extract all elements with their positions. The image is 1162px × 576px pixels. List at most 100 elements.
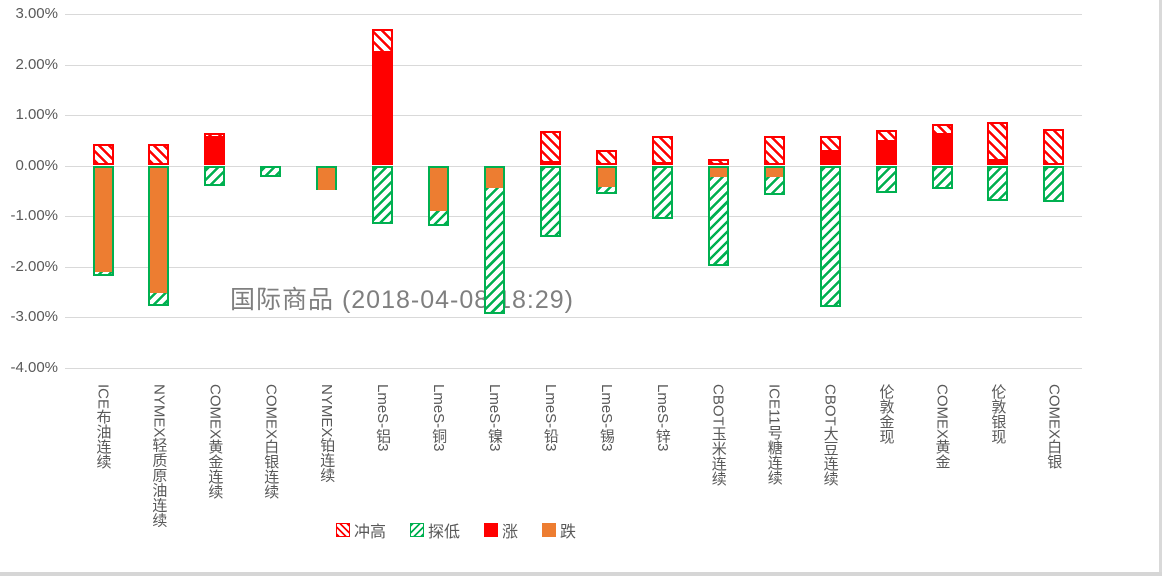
x-axis-category-label: CBOT大豆连续 — [821, 384, 839, 486]
x-axis-category-label: CBOT玉米连续 — [709, 384, 727, 486]
gridline — [65, 165, 1082, 167]
bar-probe-low — [875, 165, 897, 194]
legend-item: 涨 — [484, 518, 518, 542]
bar-rise — [652, 162, 672, 165]
bar-surge-high — [819, 135, 841, 166]
legend-item: 跌 — [542, 518, 576, 542]
gridline — [65, 216, 1082, 217]
legend-swatch-icon — [542, 523, 557, 537]
gridline — [65, 367, 1082, 369]
bar-probe-low — [707, 165, 729, 266]
legend-item: 冲高 — [336, 518, 386, 542]
bar-surge-high — [763, 136, 785, 166]
bar-surge-high — [1043, 128, 1065, 166]
x-axis-category-label: ICE11号糖连续 — [765, 384, 783, 485]
gridline — [65, 14, 1082, 15]
x-axis-category-label: ICE布油连续 — [94, 384, 112, 470]
y-axis-tick-label: 3.00% — [15, 5, 58, 22]
x-axis-category-label: LmeS-铜3 — [430, 384, 448, 452]
window-bottom-edge — [0, 572, 1162, 576]
bar-surge-high — [987, 121, 1009, 166]
bar-fall — [150, 167, 168, 294]
bar-probe-low — [372, 165, 394, 225]
legend-swatch-icon — [484, 523, 499, 537]
bar-probe-low — [595, 165, 617, 194]
bar-probe-low — [204, 165, 226, 187]
y-axis-tick-label: 2.00% — [15, 55, 58, 73]
y-axis-tick-label: -3.00% — [10, 308, 58, 325]
bar-probe-low — [92, 165, 114, 277]
bar-probe-low — [1043, 165, 1065, 203]
bar-fall — [597, 167, 615, 187]
bar-surge-high — [148, 144, 170, 166]
bar-rise — [373, 50, 393, 165]
bar-probe-low — [148, 165, 170, 307]
x-axis-category-label: 伦敦金现 — [877, 384, 895, 444]
bar-probe-low — [428, 165, 450, 227]
legend-label: 涨 — [502, 524, 519, 541]
bar-surge-high — [707, 158, 729, 166]
bar-surge-high — [875, 129, 897, 166]
bar-probe-low — [651, 165, 673, 219]
x-axis-category-label: COMEX黄金 — [933, 384, 951, 470]
bar-rise — [820, 150, 840, 165]
bar-surge-high — [204, 132, 226, 166]
bar-surge-high — [931, 124, 953, 166]
x-axis-category-label: LmeS-镍3 — [486, 384, 503, 452]
bar-surge-high — [651, 135, 673, 166]
bar-fall — [430, 167, 448, 211]
bar-surge-high — [595, 150, 617, 166]
bar-fall — [765, 167, 783, 178]
bar-fall — [709, 167, 727, 178]
y-axis-tick-label: 0.00% — [15, 156, 58, 174]
chart-title: 国际商品 (2018-04-08 18:29) — [230, 286, 574, 314]
bar-surge-high — [539, 130, 561, 166]
bar-rise — [540, 160, 560, 165]
legend-swatch-icon — [410, 523, 425, 537]
bar-fall — [486, 167, 503, 189]
bar-probe-low — [316, 165, 338, 190]
x-axis-category-label: COMEX白银连续 — [262, 384, 280, 500]
x-axis-category-label: LmeS-锌3 — [653, 384, 671, 452]
legend: 冲高 探低 涨 跌 — [336, 518, 576, 542]
y-axis-tick-label: -2.00% — [10, 257, 58, 275]
bar-probe-low — [931, 165, 953, 190]
legend-item: 探低 — [410, 518, 460, 542]
x-axis-category-label: COMEX黄金连续 — [206, 384, 224, 500]
x-axis-category-label: LmeS-锡3 — [597, 384, 615, 452]
bar-probe-low — [260, 165, 282, 178]
gridline — [65, 317, 1082, 318]
gridline — [65, 115, 1082, 116]
y-axis-tick-label: 1.00% — [15, 106, 58, 123]
bar-rise — [205, 136, 225, 165]
legend-swatch-icon — [336, 523, 350, 537]
legend-label: 跌 — [560, 524, 577, 541]
x-axis-category-label: LmeS-铅3 — [541, 384, 559, 452]
y-axis-tick-label: -1.00% — [10, 207, 58, 224]
bar-rise — [988, 158, 1008, 165]
window-right-border — [1159, 0, 1162, 576]
gridline — [65, 266, 1082, 268]
bar-surge-high — [92, 144, 114, 166]
y-axis-tick-label: -4.00% — [10, 358, 58, 376]
bar-probe-low — [539, 165, 561, 237]
bar-fall — [318, 167, 336, 190]
x-axis-category-label: NYMEX铂连续 — [318, 384, 336, 483]
bar-rise — [932, 133, 952, 165]
bar-probe-low — [819, 165, 841, 307]
x-axis-category-label: 伦敦银现 — [989, 384, 1007, 444]
bar-probe-low — [987, 165, 1009, 201]
bar-surge-high — [372, 29, 394, 166]
bar-probe-low — [763, 165, 785, 196]
bar-fall — [94, 167, 112, 272]
x-axis-category-label: COMEX白银 — [1045, 384, 1063, 470]
gridline — [65, 64, 1082, 66]
legend-label: 探低 — [428, 524, 461, 541]
bar-probe-low — [484, 165, 505, 314]
x-axis-category-label: NYMEX轻质原油连续 — [150, 384, 168, 528]
x-axis-category-label: LmeS-铝3 — [374, 384, 392, 452]
bar-rise — [876, 140, 896, 165]
legend-label: 冲高 — [354, 524, 387, 541]
